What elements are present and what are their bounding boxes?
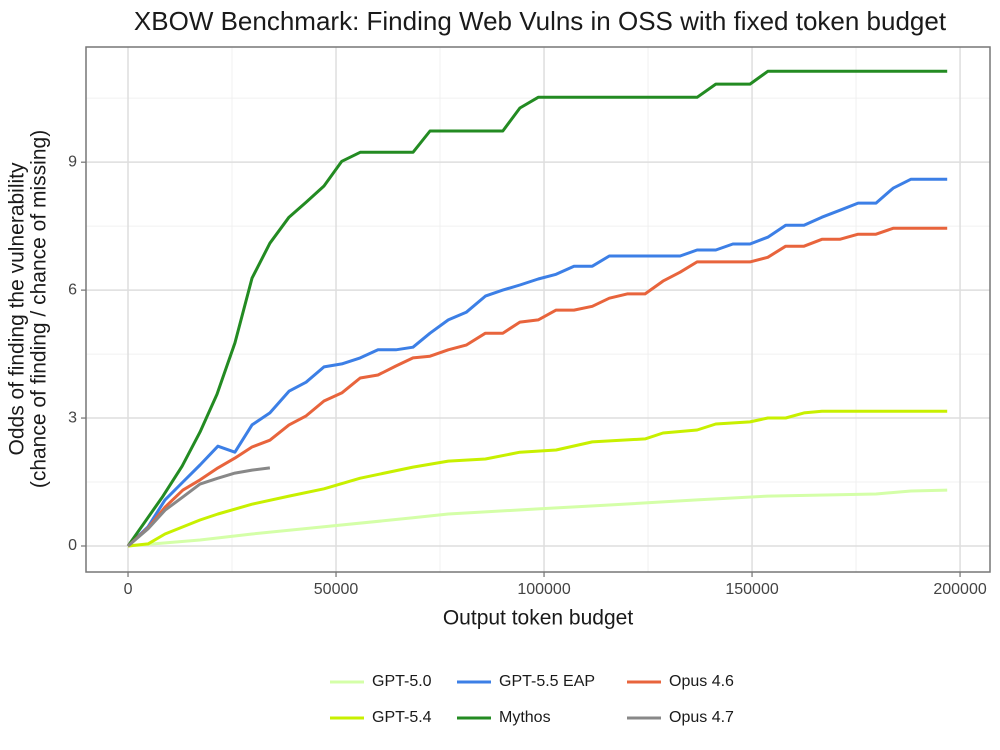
- y-tick-label: 0: [68, 537, 77, 554]
- legend-item: Opus 4.7: [627, 709, 734, 726]
- x-tick-label: 0: [124, 581, 133, 598]
- series-line: [126, 69, 948, 547]
- legend-item: Mythos: [457, 709, 551, 726]
- series-line: [127, 466, 271, 548]
- x-tick-label: 100000: [517, 581, 570, 598]
- x-tick-label: 150000: [725, 581, 778, 598]
- y-tick-label: 6: [68, 281, 77, 298]
- series-line: [126, 177, 948, 548]
- legend-item: GPT-5.5 EAP: [457, 673, 595, 690]
- x-tick-label: 50000: [314, 581, 359, 598]
- legend-item: Opus 4.6: [627, 673, 734, 690]
- legend-label: GPT-5.0: [372, 673, 432, 690]
- y-axis-label-line: (chance of finding / chance of missing): [28, 130, 51, 488]
- y-axis-label-line: Odds of finding the vulnerability: [6, 162, 29, 456]
- x-axis-label: Output token budget: [443, 607, 633, 630]
- legend-item: GPT-5.0: [330, 673, 432, 690]
- x-tick-label: 200000: [933, 581, 986, 598]
- series-line: [127, 488, 948, 548]
- legend-label: Opus 4.7: [669, 709, 734, 726]
- y-tick-label: 3: [68, 409, 77, 426]
- legend-label: Opus 4.6: [669, 673, 734, 690]
- series-line: [126, 226, 948, 548]
- series-line: [127, 409, 948, 548]
- y-tick-label: 9: [68, 153, 77, 170]
- legend-label: GPT-5.5 EAP: [499, 673, 595, 690]
- legend-label: GPT-5.4: [372, 709, 432, 726]
- legend-item: GPT-5.4: [330, 709, 432, 726]
- plot-border: [85, 46, 991, 573]
- y-axis-label: Odds of finding the vulnerability (chanc…: [6, 130, 51, 488]
- legend-label: Mythos: [499, 709, 551, 726]
- chart-title: XBOW Benchmark: Finding Web Vulns in OSS…: [134, 6, 947, 36]
